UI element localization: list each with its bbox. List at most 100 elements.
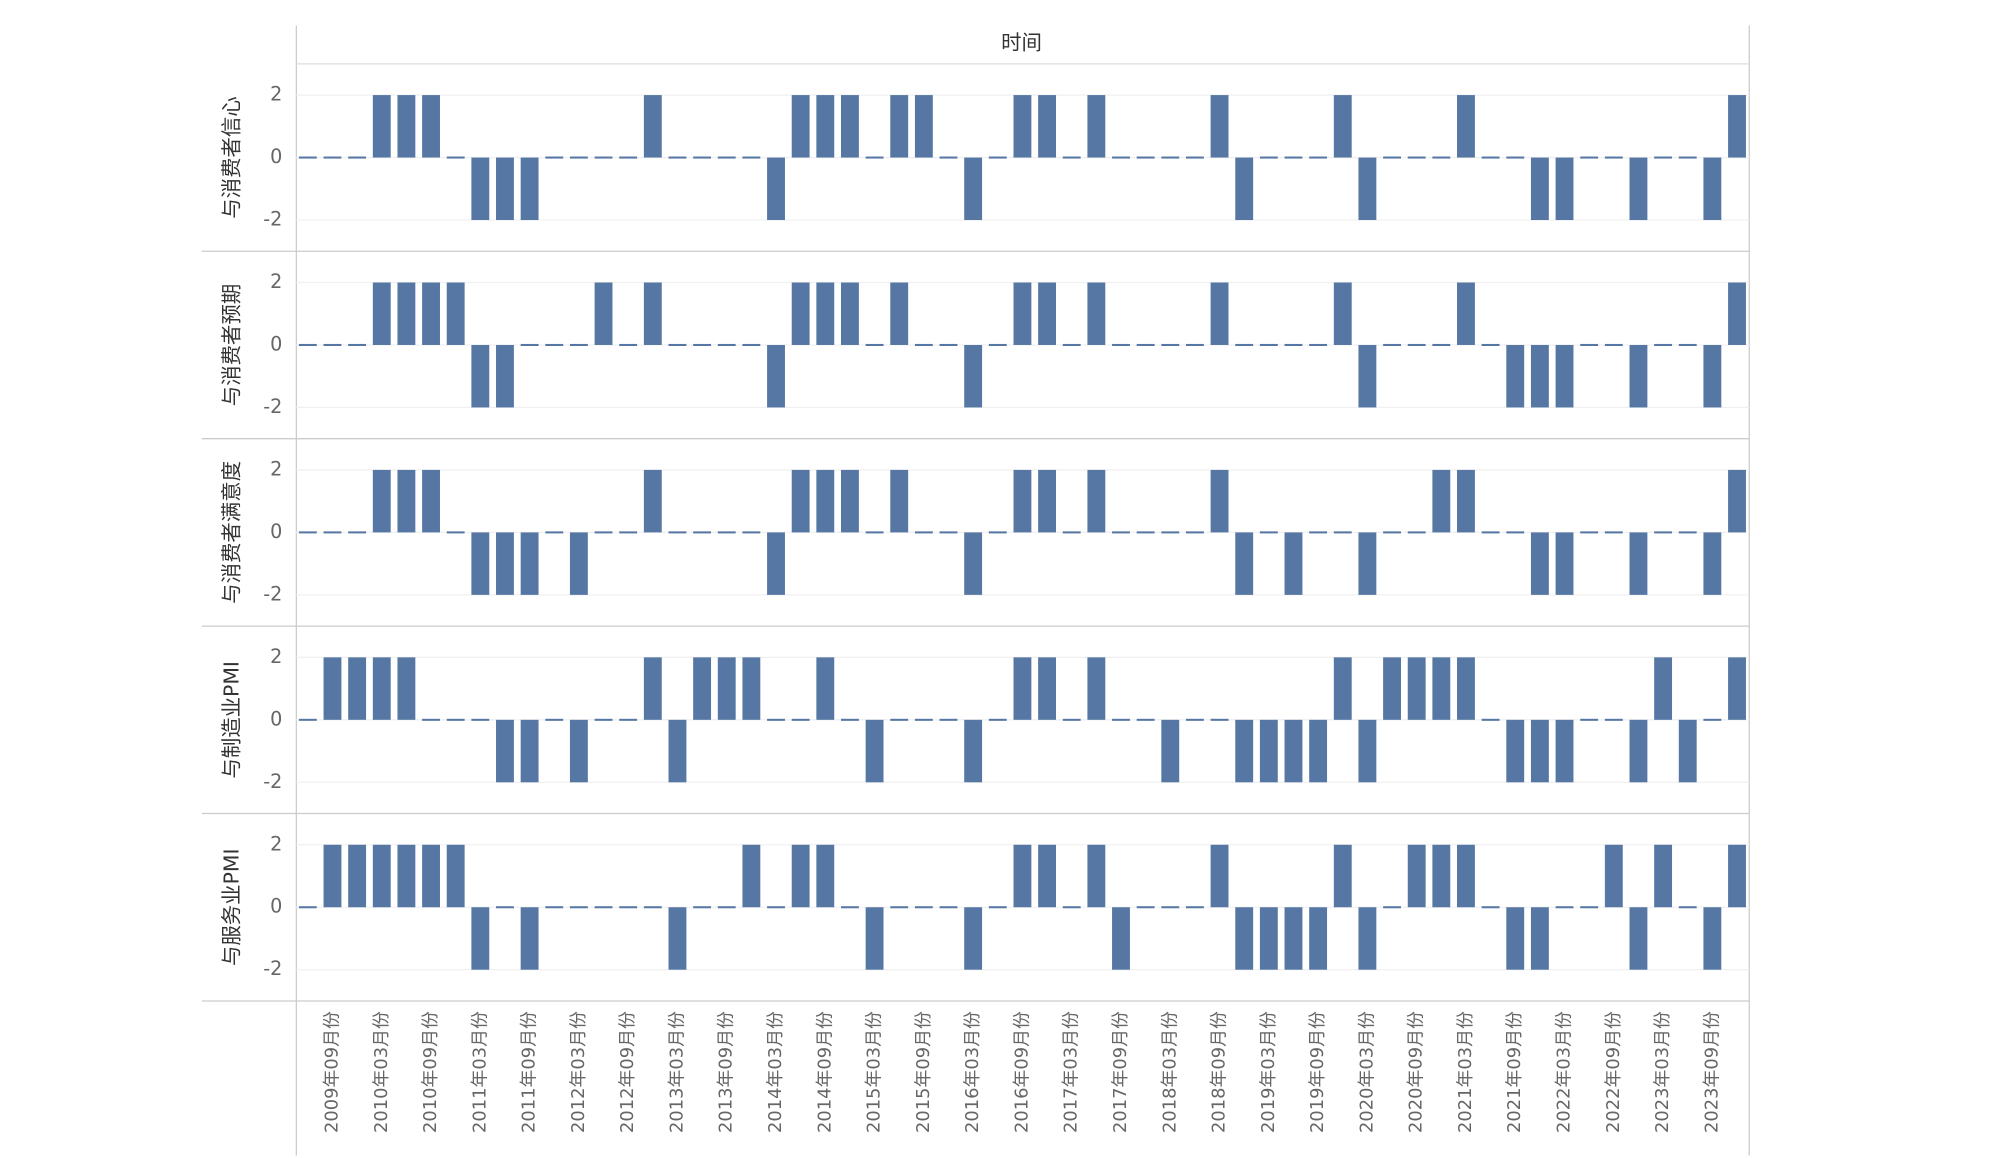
bar (1038, 95, 1057, 158)
bar (939, 718, 958, 721)
bar (298, 156, 317, 159)
bar (372, 282, 391, 345)
y-tick-label: 0 (270, 520, 282, 543)
bar (545, 156, 564, 159)
bar (791, 469, 810, 533)
bar (422, 282, 440, 345)
bar (496, 719, 514, 783)
bar (1580, 718, 1599, 721)
bar (569, 532, 588, 595)
y-tick-label: -2 (263, 395, 282, 418)
bar (1506, 344, 1525, 408)
bar (1457, 282, 1475, 345)
bar (964, 157, 983, 221)
bar (619, 906, 638, 909)
bar (1654, 844, 1673, 908)
bar (496, 906, 514, 909)
bar (1604, 156, 1623, 159)
bar (1185, 906, 1204, 909)
y-tick-label: 0 (270, 332, 282, 355)
bar (422, 844, 440, 908)
bar (1555, 532, 1574, 595)
bar (841, 718, 859, 721)
bar (397, 95, 416, 158)
bar (619, 156, 638, 159)
bar (348, 657, 367, 720)
bar (372, 844, 391, 908)
bar (1530, 719, 1549, 783)
bar (545, 718, 564, 721)
bar (1259, 343, 1278, 346)
bar (791, 718, 810, 721)
bar (1309, 907, 1328, 970)
bar (1185, 718, 1204, 721)
x-tick-label: 2018年09月份 (1209, 1011, 1230, 1133)
bar (298, 718, 317, 721)
bar (1506, 719, 1525, 783)
bar (1407, 343, 1426, 346)
bar (471, 157, 490, 221)
bar (1038, 469, 1057, 533)
bar (717, 657, 736, 720)
x-tick-label: 2013年09月份 (716, 1011, 737, 1133)
bar (865, 343, 884, 346)
bar (1333, 844, 1352, 908)
bar (1678, 156, 1697, 159)
bar (323, 343, 342, 346)
bar (422, 469, 440, 533)
bar (594, 531, 613, 534)
bar (1629, 532, 1648, 595)
y-tick-label: 0 (270, 707, 282, 730)
bar (471, 718, 490, 721)
bar (1259, 907, 1278, 970)
bar (1481, 343, 1500, 346)
bar (1654, 343, 1673, 346)
bar (348, 343, 367, 346)
bar (865, 156, 884, 159)
bar (471, 532, 490, 595)
bar (717, 343, 736, 346)
bar (865, 907, 884, 970)
bar (767, 157, 785, 221)
bar (1062, 718, 1081, 721)
bar (446, 531, 465, 534)
bar (545, 531, 564, 534)
bar (1136, 906, 1155, 909)
bar (1457, 844, 1475, 908)
bar (693, 657, 712, 720)
bar (1457, 469, 1475, 533)
x-tick-label: 2017年03月份 (1061, 1011, 1082, 1133)
bar (1062, 156, 1081, 159)
bar (569, 719, 588, 783)
bar (1703, 907, 1722, 970)
bar (1703, 718, 1722, 721)
bar (1481, 906, 1500, 909)
bar (1530, 532, 1549, 595)
bar (1358, 344, 1377, 408)
bar (1383, 156, 1401, 159)
row-label: 与消费者满意度 (220, 461, 244, 604)
bar (693, 906, 712, 909)
x-tick-label: 2012年03月份 (568, 1011, 589, 1133)
bar (816, 844, 835, 908)
bar (1235, 343, 1254, 346)
bar (767, 344, 785, 408)
bar (1309, 156, 1328, 159)
bar (1259, 531, 1278, 534)
bar (1333, 95, 1352, 158)
bar (1383, 343, 1401, 346)
x-tick-label: 2016年09月份 (1011, 1011, 1032, 1133)
bar (1309, 531, 1328, 534)
bar (1333, 282, 1352, 345)
bar (742, 156, 761, 159)
bar (1112, 718, 1130, 721)
bar (742, 531, 761, 534)
x-tick-label: 2022年09月份 (1603, 1011, 1624, 1133)
bar (693, 156, 712, 159)
bar (1161, 531, 1180, 534)
bar (1481, 531, 1500, 534)
bar (841, 906, 859, 909)
x-tick-label: 2015年03月份 (864, 1011, 885, 1133)
bar (1555, 906, 1574, 909)
bar (791, 95, 810, 158)
